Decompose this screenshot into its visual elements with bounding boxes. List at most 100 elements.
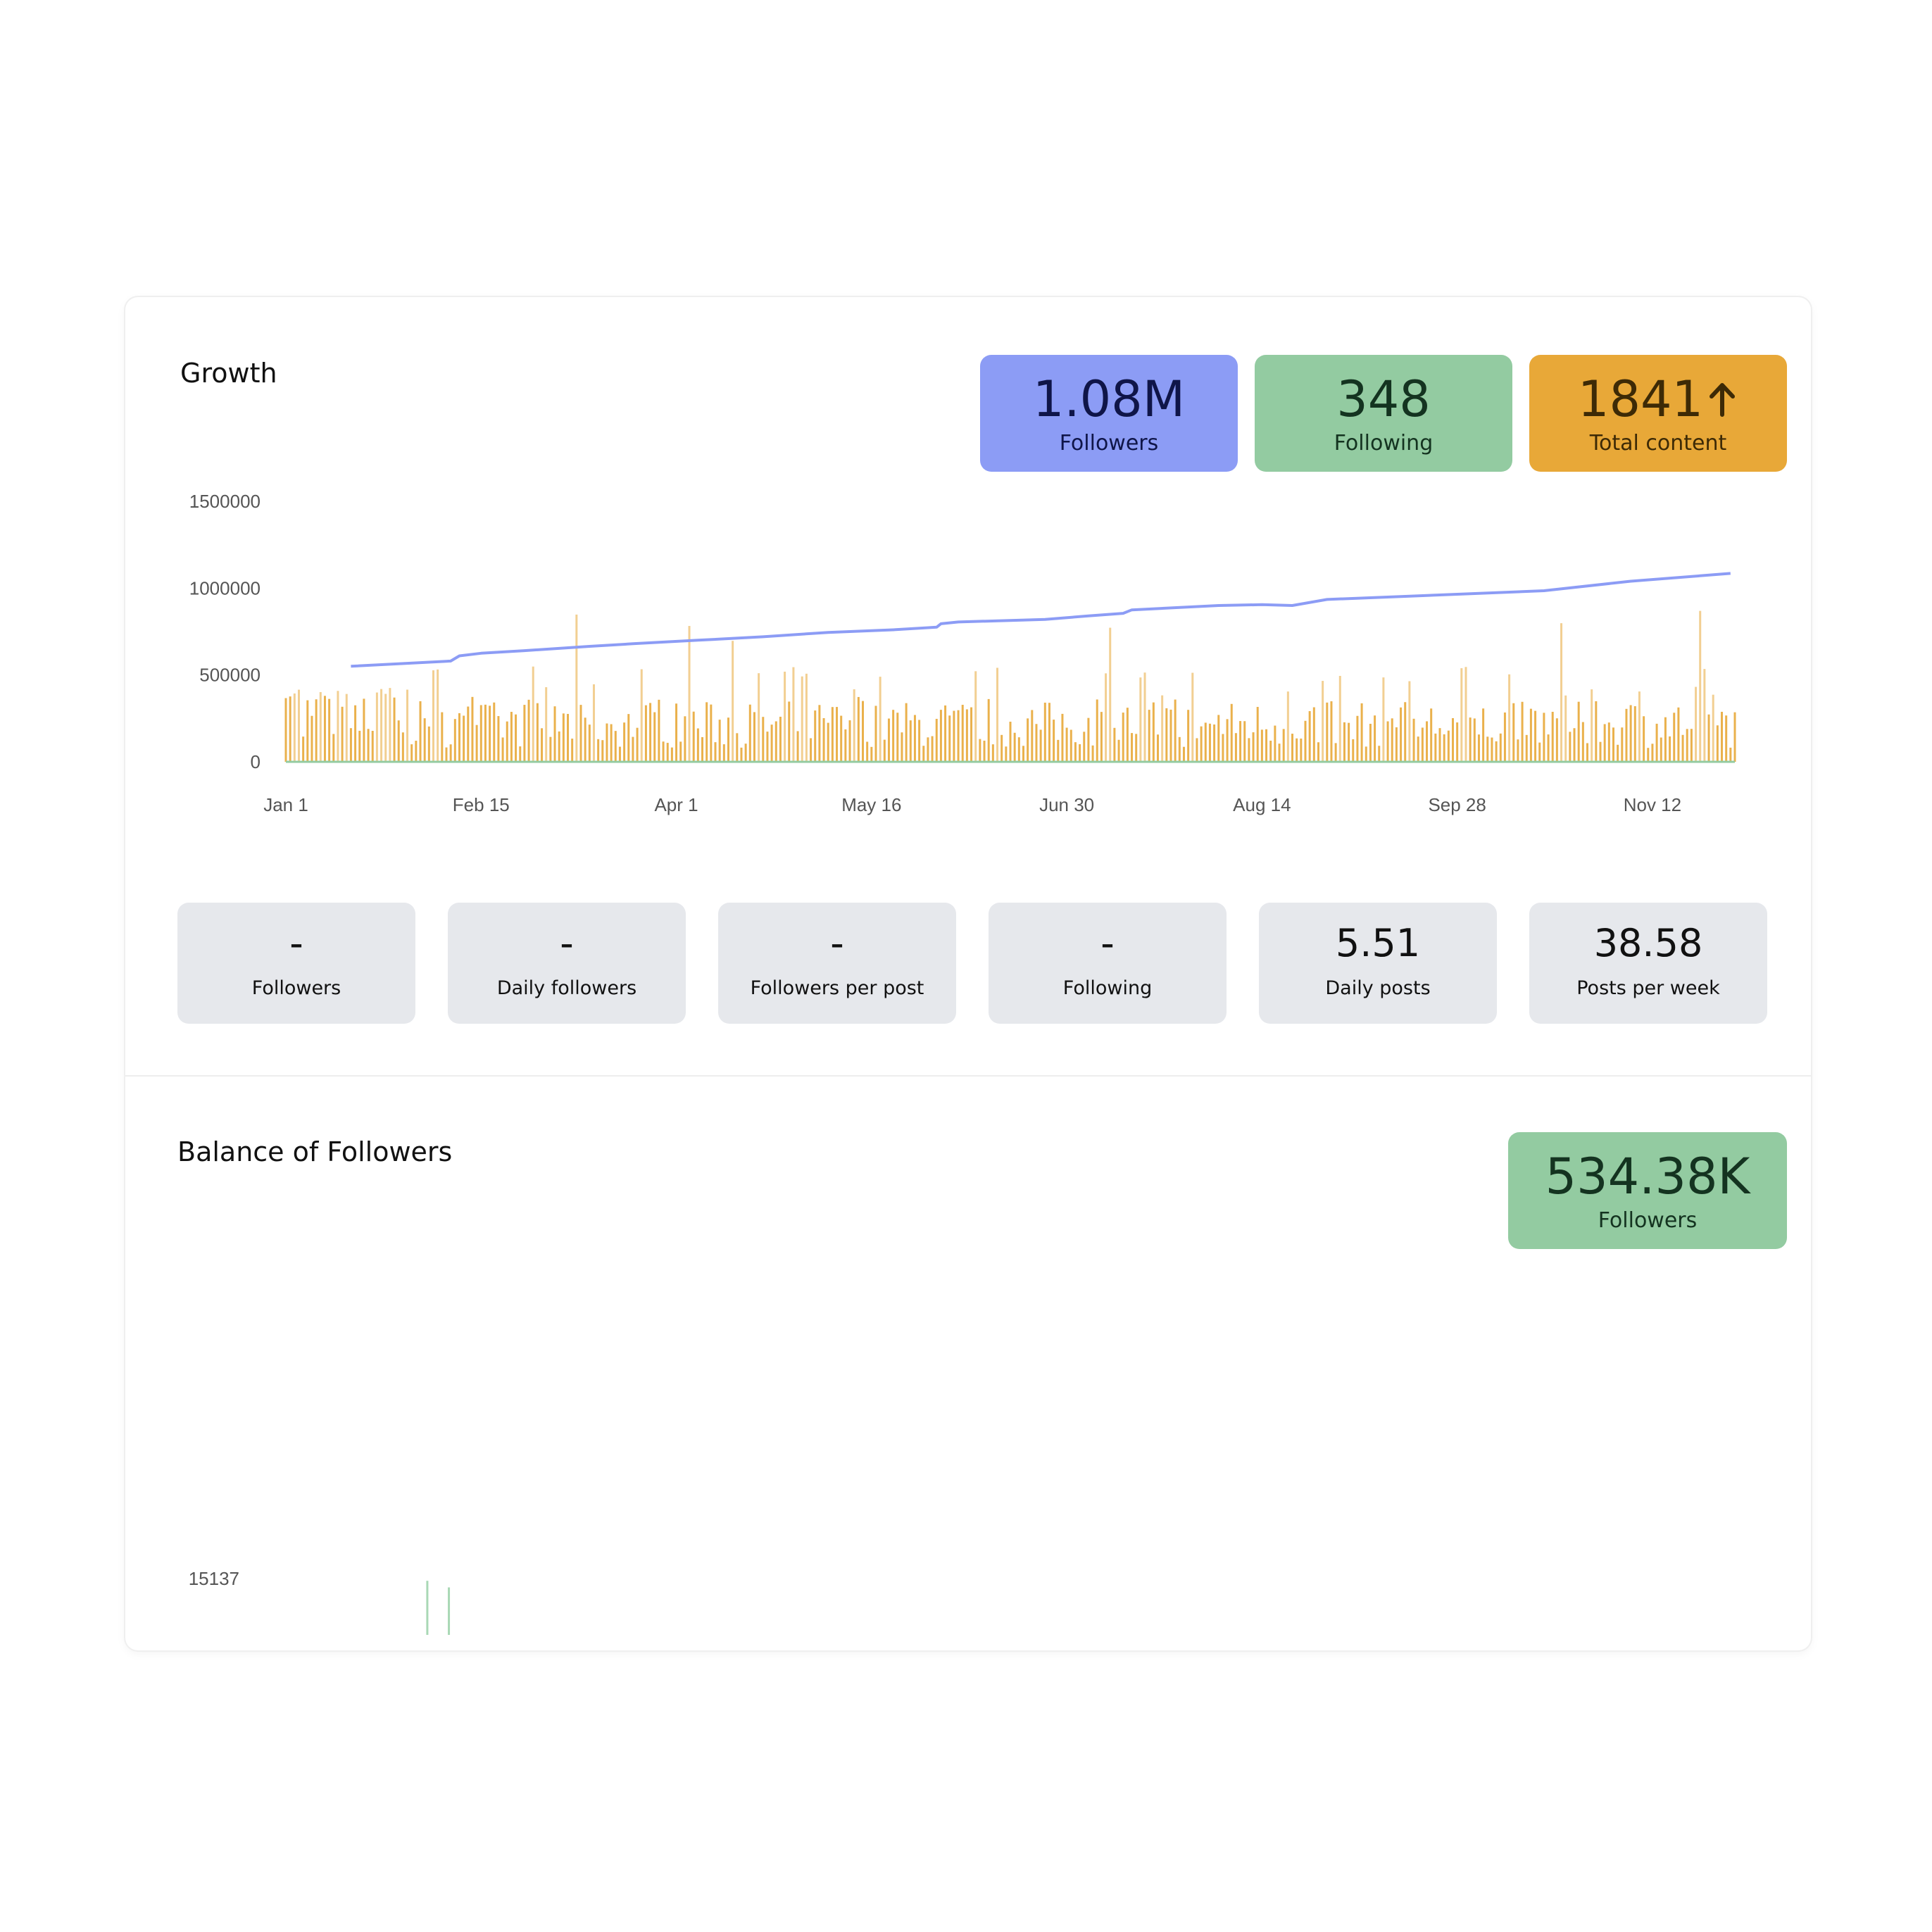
followers-stat-label: Followers: [1059, 431, 1159, 456]
bar: [297, 689, 300, 762]
bar: [1352, 739, 1355, 762]
bar: [1282, 729, 1285, 762]
bar: [419, 701, 422, 762]
balance-bars: [426, 1581, 451, 1635]
bar: [979, 739, 981, 762]
bar: [796, 731, 799, 762]
total-content-stat-value: 1841: [1577, 370, 1704, 428]
bar: [1408, 681, 1411, 762]
bar: [1013, 732, 1016, 762]
bar: [1551, 711, 1554, 762]
bar: [1105, 673, 1108, 762]
total-content-stat-card[interactable]: 1841 Total content: [1529, 355, 1787, 472]
bar: [1721, 711, 1724, 762]
bar: [1022, 746, 1024, 762]
bar: [1031, 710, 1034, 762]
metric-daily-followers-label: Daily followers: [496, 977, 637, 999]
bar: [549, 736, 552, 762]
bar: [1087, 717, 1090, 762]
bar: [784, 671, 786, 762]
bar: [953, 710, 955, 762]
bar: [658, 699, 660, 762]
dashboard-card: Growth 1.08M Followers 348 Following 184…: [125, 297, 1811, 1650]
balance-followers-stat-card[interactable]: 534.38K Followers: [1508, 1132, 1787, 1249]
bar: [1417, 736, 1419, 762]
following-stat-card[interactable]: 348 Following: [1255, 355, 1512, 472]
metric-posts-per-week-value: 38.58: [1593, 921, 1703, 965]
bar: [1360, 703, 1363, 762]
bar: [1165, 708, 1168, 762]
bar: [991, 744, 994, 762]
bar: [740, 747, 743, 762]
metric-followers-per-post-value: -: [830, 921, 844, 965]
bar: [1451, 717, 1454, 762]
bar: [913, 715, 916, 762]
bar: [1334, 743, 1337, 762]
bar: [406, 689, 409, 762]
bar: [1308, 711, 1311, 762]
followers-stat-card[interactable]: 1.08M Followers: [980, 355, 1238, 472]
bar: [415, 741, 418, 762]
bar: [562, 713, 565, 762]
bar: [831, 707, 834, 762]
bar: [670, 747, 673, 762]
bar: [579, 705, 582, 762]
bar: [1621, 727, 1624, 762]
bar: [448, 1587, 451, 1635]
bar: [1148, 710, 1150, 762]
metric-followers-label: Followers: [251, 977, 341, 999]
bar: [584, 717, 586, 762]
balance-followers-stat-label: Followers: [1598, 1208, 1698, 1233]
bar: [818, 705, 821, 762]
bar: [1065, 727, 1068, 762]
bar: [801, 676, 803, 762]
bar: [1569, 732, 1572, 762]
bar: [1291, 734, 1294, 762]
bar: [1412, 718, 1415, 762]
bar: [1057, 739, 1060, 762]
bar: [1322, 681, 1324, 762]
bar: [1208, 723, 1211, 762]
bar: [1083, 732, 1086, 762]
bar: [1404, 702, 1407, 762]
total-content-stat-label: Total content: [1589, 431, 1727, 456]
bar: [1629, 705, 1632, 762]
bar: [458, 713, 460, 762]
bar: [1048, 703, 1050, 762]
bar: [380, 689, 383, 762]
metric-daily-followers: - Daily followers: [448, 903, 686, 1024]
bar: [506, 721, 508, 762]
x-tick-label: May 16: [841, 794, 901, 815]
bar: [939, 710, 942, 762]
bar: [1338, 675, 1341, 762]
bar: [1070, 729, 1072, 762]
bar: [463, 715, 465, 762]
bar: [1312, 707, 1315, 762]
bar: [1382, 677, 1385, 762]
bar: [905, 703, 908, 762]
bar: [306, 700, 309, 762]
bar: [610, 724, 613, 762]
bar: [349, 728, 352, 762]
bar: [1491, 737, 1493, 762]
bar: [744, 744, 747, 762]
bar: [1391, 718, 1393, 762]
bar: [1300, 738, 1303, 762]
bar: [358, 730, 361, 762]
metric-daily-posts: 5.51 Daily posts: [1259, 903, 1497, 1024]
bar: [1286, 691, 1289, 762]
x-tick-label: Apr 1: [654, 794, 698, 815]
bar: [1560, 623, 1563, 762]
bar: [1617, 744, 1619, 762]
bar: [1252, 732, 1255, 762]
bar: [1378, 746, 1381, 762]
bar: [1495, 741, 1498, 762]
bar: [710, 704, 713, 762]
bar: [1555, 718, 1558, 762]
bar: [1143, 672, 1146, 762]
bar: [774, 721, 777, 762]
bar: [1517, 739, 1519, 762]
bar: [822, 717, 825, 762]
bar: [1434, 733, 1437, 762]
